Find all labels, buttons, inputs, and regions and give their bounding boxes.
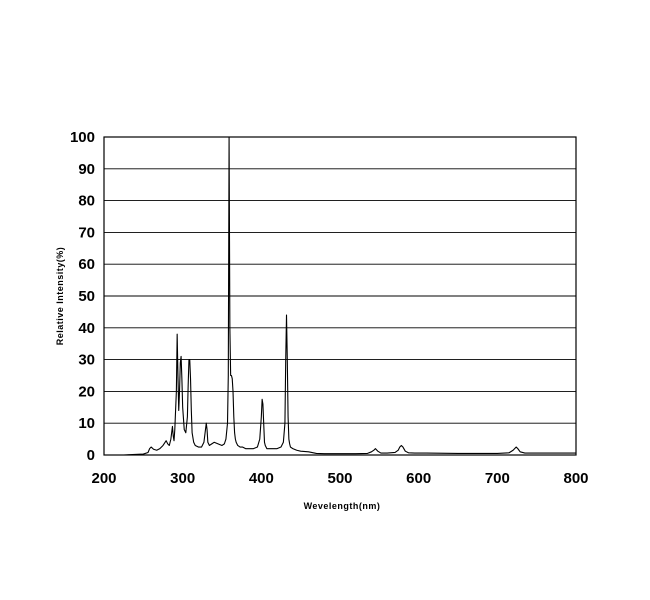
x-tick-label: 400	[249, 470, 274, 487]
y-tick-label: 20	[78, 383, 95, 400]
x-tick-label: 800	[563, 470, 588, 487]
y-tick-label: 80	[78, 193, 95, 210]
y-tick-label: 60	[78, 256, 95, 273]
y-tick-labels: 0 10 20 30 40 50 60 70 80 90 100	[70, 129, 95, 464]
y-tick-label: 50	[78, 288, 95, 305]
x-tick-label: 600	[406, 470, 431, 487]
x-tick-label: 500	[327, 470, 352, 487]
y-tick-label: 70	[78, 224, 95, 241]
y-axis-label: Relative Intensity(%)	[55, 247, 65, 346]
gridlines	[104, 168, 576, 424]
y-tick-label: 30	[78, 352, 95, 369]
series-layer	[104, 136, 576, 456]
y-tick-label: 100	[70, 129, 95, 146]
y-tick-label: 0	[87, 447, 95, 464]
x-tick-label: 300	[170, 470, 195, 487]
x-tick-label: 700	[485, 470, 510, 487]
x-tick-label: 200	[91, 470, 116, 487]
x-tick-labels: 200 300 400 500 600 700 800	[91, 470, 588, 487]
y-tick-label: 40	[78, 320, 95, 337]
y-tick-label: 90	[78, 161, 95, 178]
x-axis-label: Wevelength(nm)	[304, 501, 381, 511]
spectrum-line	[104, 136, 576, 456]
plot-frame	[103, 136, 577, 456]
y-tick-label: 10	[78, 415, 95, 432]
